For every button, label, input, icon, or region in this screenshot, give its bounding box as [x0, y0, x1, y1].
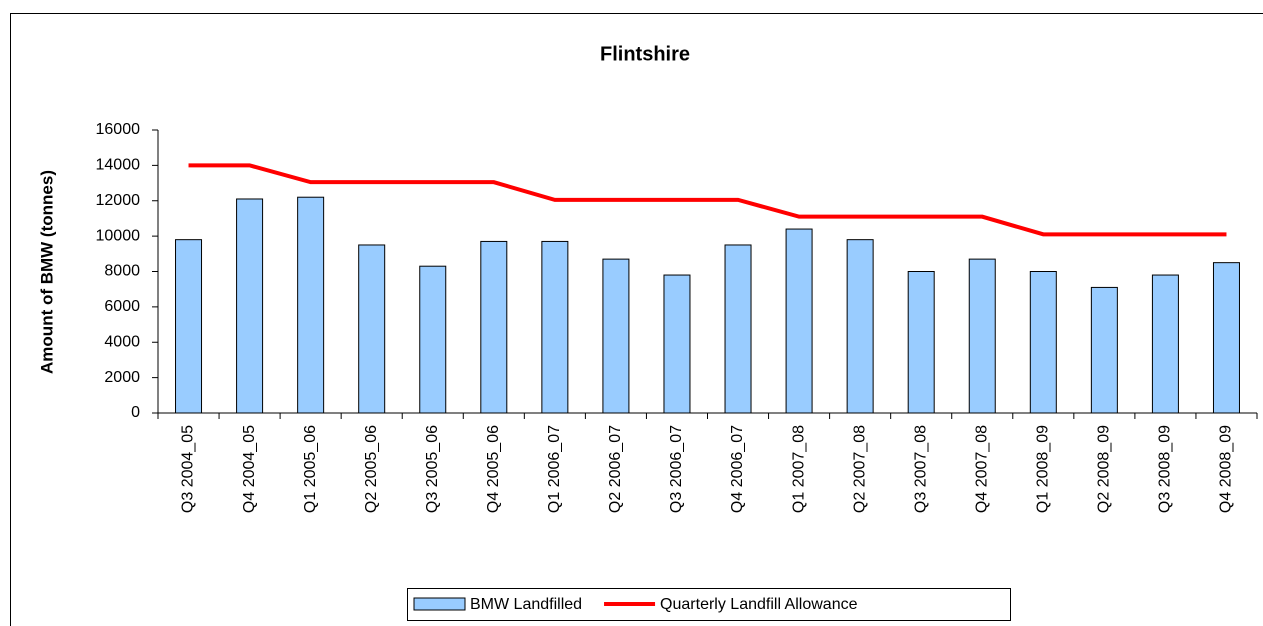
x-tick-label: Q4 2007_08 [973, 425, 990, 513]
bar [541, 240, 569, 414]
x-tick-label: Q1 2008_09 [1035, 425, 1052, 513]
x-tick-label: Q3 2006_07 [668, 425, 685, 513]
x-tick-label: Q4 2004_05 [241, 425, 258, 513]
x-tick-label: Q3 2008_09 [1157, 425, 1174, 513]
y-tick-label: 10000 [96, 227, 141, 244]
x-tick-label: Q3 2005_06 [424, 425, 441, 513]
chart-title: Flintshire [600, 43, 690, 65]
x-tick-label: Q4 2008_09 [1218, 425, 1235, 513]
x-tick-label: Q2 2005_06 [363, 425, 380, 513]
legend-label: Quarterly Landfill Allowance [660, 596, 858, 613]
bar [1212, 262, 1240, 414]
x-tick-label: Q3 2004_05 [180, 425, 197, 513]
bar [785, 228, 813, 414]
y-tick-label: 6000 [104, 298, 140, 315]
bar [358, 244, 386, 414]
legend-swatch [413, 597, 466, 611]
y-tick-label: 12000 [96, 192, 141, 209]
bar [1090, 286, 1118, 414]
x-tick-label: Q1 2007_08 [790, 425, 807, 513]
y-tick-label: 0 [131, 404, 140, 421]
line [188, 163, 1227, 237]
bar [968, 258, 996, 414]
x-tick-label: Q2 2006_07 [607, 425, 624, 513]
x-tick-label: Q4 2006_07 [729, 425, 746, 513]
x-tick-label: Q1 2006_07 [546, 425, 563, 513]
bar [663, 274, 691, 414]
x-tick-label: Q2 2008_09 [1096, 425, 1113, 513]
y-tick-label: 4000 [104, 333, 140, 350]
legend [407, 588, 1011, 621]
y-tick-label: 16000 [96, 121, 141, 138]
bar [175, 239, 203, 414]
bar [419, 265, 447, 414]
bar [846, 239, 874, 414]
bar [724, 244, 752, 414]
bar [1151, 274, 1179, 414]
y-tick-label: 14000 [96, 157, 141, 174]
bar [907, 271, 935, 414]
y-tick-label: 2000 [104, 369, 140, 386]
x-tick-label: Q4 2005_06 [485, 425, 502, 513]
bar [236, 198, 264, 414]
x-tick-label: Q2 2007_08 [851, 425, 868, 513]
y-tick-label: 8000 [104, 263, 140, 280]
bar [480, 240, 508, 414]
bar [602, 258, 630, 414]
bar [1029, 271, 1057, 414]
y-axis-title: Amount of BMW (tonnes) [37, 170, 56, 374]
x-tick-label: Q1 2005_06 [302, 425, 319, 513]
x-tick-label: Q3 2007_08 [912, 425, 929, 513]
bar [297, 196, 325, 414]
legend-label: BMW Landfilled [470, 596, 582, 613]
